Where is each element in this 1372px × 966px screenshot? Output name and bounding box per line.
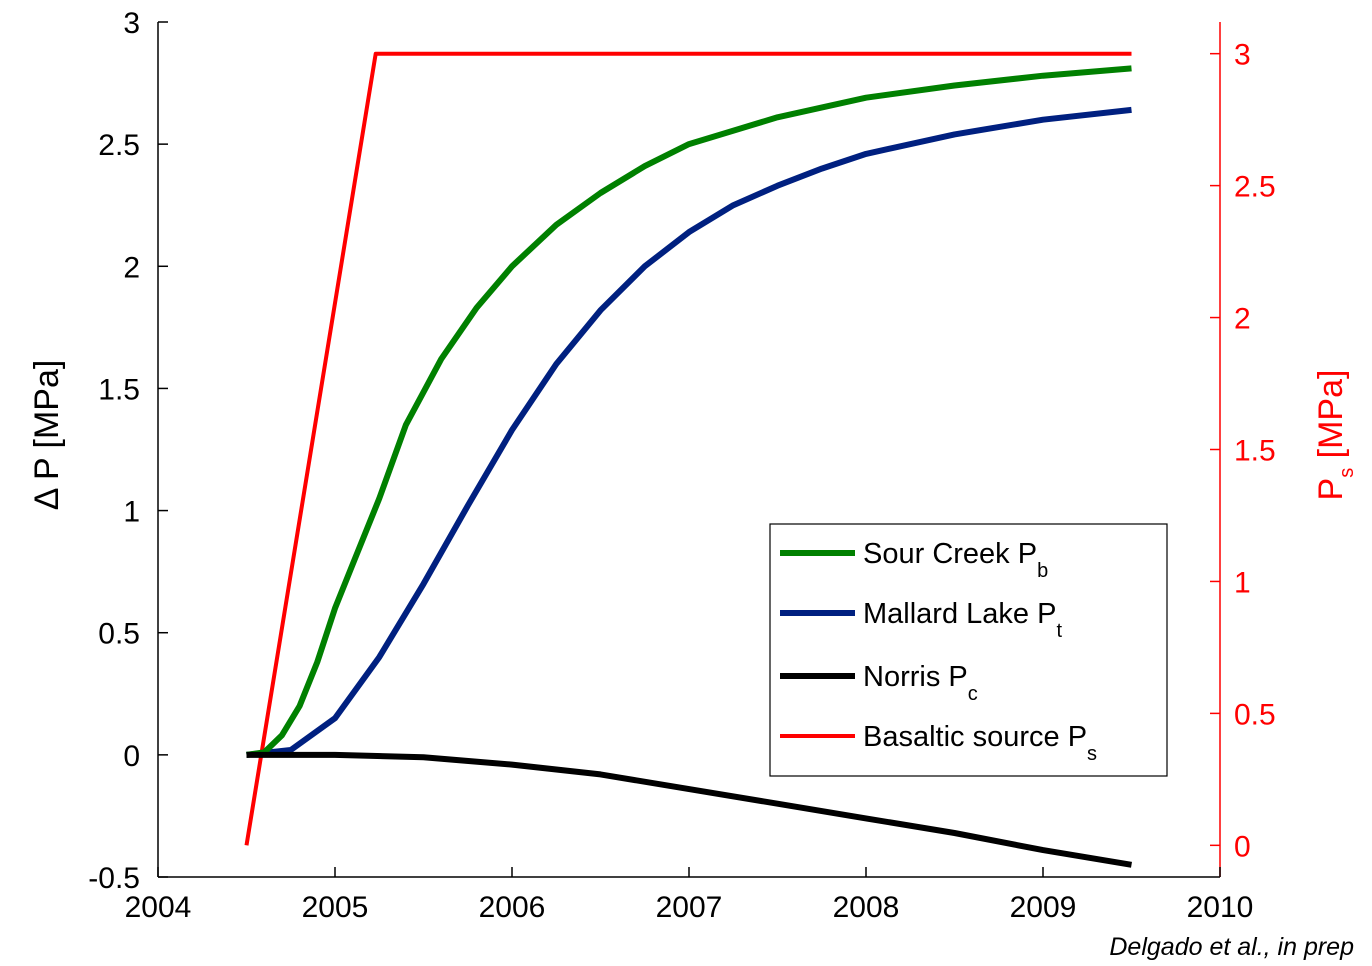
x-tick-label: 2004 <box>125 891 192 924</box>
legend-label-sub: c <box>968 683 978 705</box>
legend-label-sub: s <box>1087 743 1097 765</box>
x-tick-label: 2009 <box>1010 891 1077 924</box>
legend: Sour Creek Pb Mallard Lake Pt Norris Pc Bas… <box>769 523 1168 777</box>
legend-label-sub: t <box>1056 620 1062 642</box>
right-y-tick-label: 3 <box>1234 39 1251 72</box>
right-y-tick-label: 0 <box>1234 830 1251 863</box>
left-y-ticks: -0.5 0 0.5 1 1.5 2 2.5 3 <box>88 7 168 895</box>
right-y-label-main: P <box>1312 478 1350 501</box>
x-tick-label: 2010 <box>1187 891 1254 924</box>
credit-authors: Delgado et al. <box>1109 933 1264 961</box>
legend-label: Norris Pc <box>863 661 978 705</box>
x-ticks: 2004 2005 2006 2007 2008 2009 2010 <box>125 867 1254 924</box>
x-tick-label: 2005 <box>302 891 369 924</box>
credit-annotation: Delgado et al., in prep <box>1109 933 1354 962</box>
right-y-tick-label: 2.5 <box>1234 171 1276 204</box>
legend-label-main: Norris P <box>863 661 968 693</box>
x-tick-label: 2008 <box>833 891 900 924</box>
right-y-label-unit: [MPa] <box>1312 370 1350 468</box>
series-line-basaltic-source-p <box>244 51 1132 846</box>
right-y-tick-label: 0.5 <box>1234 698 1276 731</box>
x-tick-label: 2007 <box>656 891 723 924</box>
legend-label-main: Basaltic source P <box>863 721 1087 753</box>
left-y-tick-label: 2 <box>123 251 140 284</box>
left-y-tick-label: 0 <box>123 740 140 773</box>
left-y-axis-label: Δ P [MPa] <box>28 360 66 511</box>
right-y-ticks: 0 0.5 1 1.5 2 2.5 3 <box>1210 39 1276 863</box>
series-line-norris-p <box>246 751 1132 868</box>
left-y-tick-label: 2.5 <box>98 129 140 162</box>
left-y-tick-label: 1.5 <box>98 373 140 406</box>
series-line-sour-creek-p <box>246 65 1132 758</box>
right-y-axis-label: Ps [MPa] <box>1312 370 1358 501</box>
left-y-tick-label: 0.5 <box>98 618 140 651</box>
right-y-label-sub: s <box>1336 468 1358 478</box>
legend-label-main: Sour Creek P <box>863 538 1037 570</box>
series-line-mallard-lake-p <box>246 106 1132 758</box>
legend-label-sub: b <box>1037 560 1048 582</box>
right-y-tick-label: 1.5 <box>1234 435 1276 468</box>
legend-label-main: Mallard Lake P <box>863 598 1056 630</box>
series-lines <box>244 51 1132 868</box>
legend-label: Basaltic source Ps <box>863 721 1097 765</box>
credit-rest: , in prep <box>1263 933 1354 961</box>
svg-text:Ps [MPa]: Ps [MPa] <box>1312 370 1358 501</box>
legend-label: Sour Creek Pb <box>863 538 1048 582</box>
x-tick-label: 2006 <box>479 891 546 924</box>
left-y-tick-label: -0.5 <box>88 862 140 895</box>
right-y-tick-label: 1 <box>1234 566 1251 599</box>
right-y-tick-label: 2 <box>1234 303 1251 336</box>
left-y-tick-label: 3 <box>123 7 140 40</box>
left-y-tick-label: 1 <box>123 496 140 529</box>
legend-label: Mallard Lake Pt <box>863 598 1062 642</box>
